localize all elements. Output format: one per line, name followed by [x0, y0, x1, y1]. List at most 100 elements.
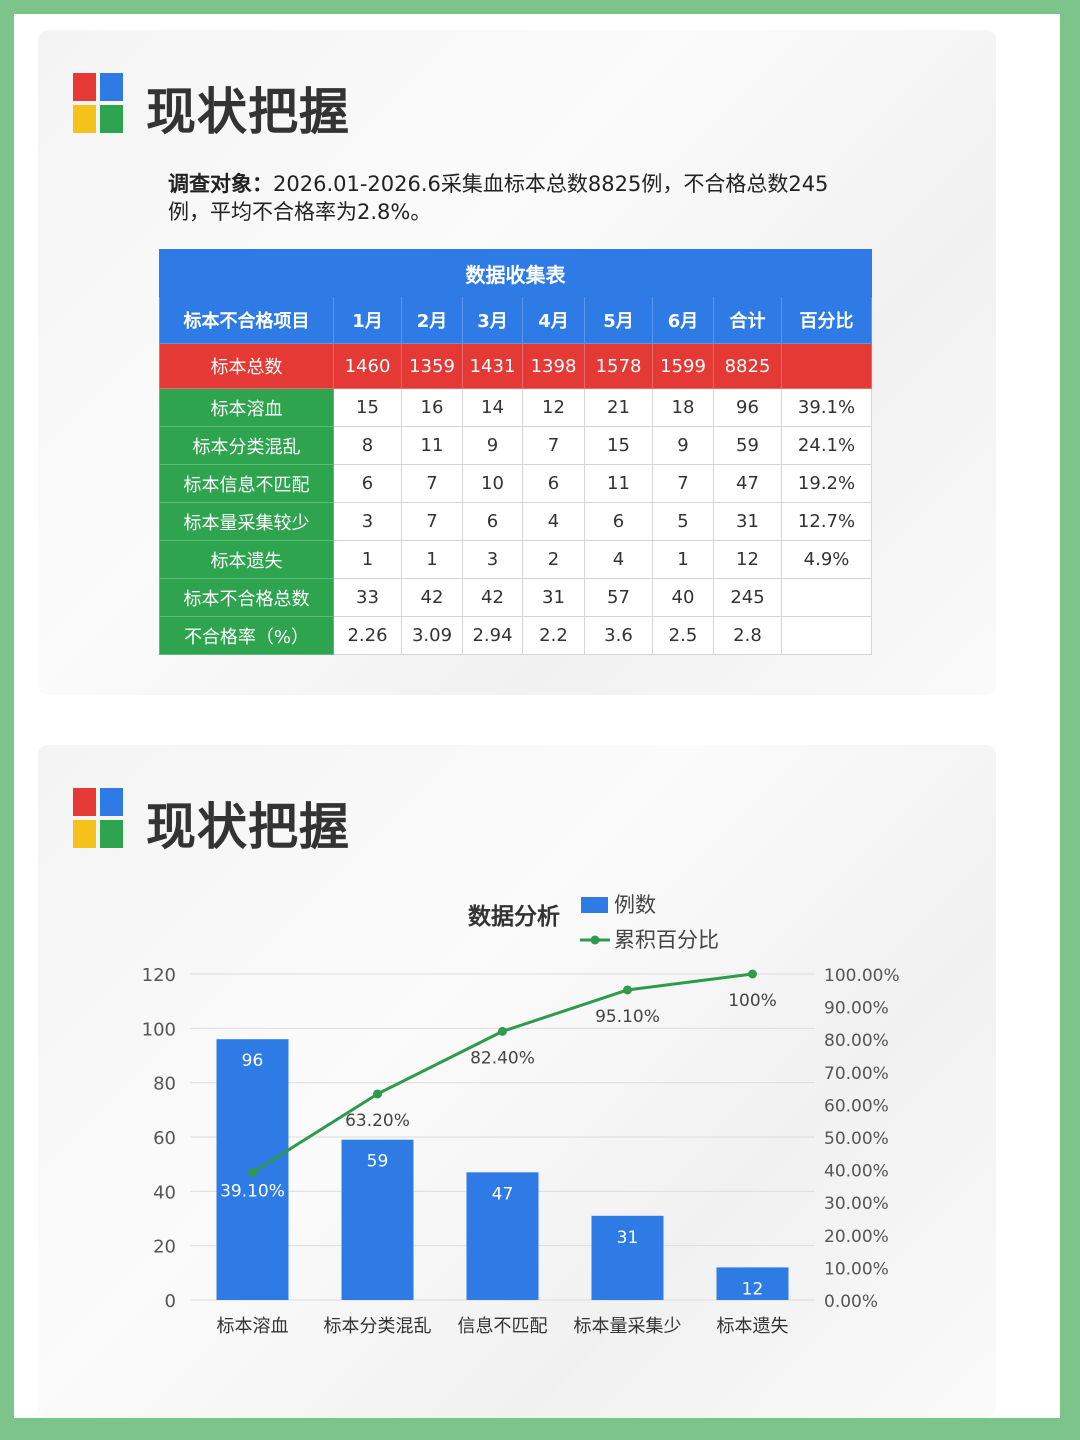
legend-line-marker [590, 935, 600, 945]
line-data-label: 82.40% [470, 1048, 535, 1068]
table-cell: 4 [522, 502, 585, 541]
y-tick-label: 0 [165, 1291, 176, 1312]
y2-tick-label: 10.00% [824, 1259, 889, 1279]
table-cell: 12 [713, 540, 782, 579]
table-cell: 11 [584, 464, 653, 503]
y-tick-label: 80 [153, 1074, 176, 1095]
table-cell: 31 [522, 578, 585, 617]
table-cell: 2.94 [462, 616, 523, 655]
table-row: 标本信息不匹配 6 7 10 6 11 7 47 19.2% [159, 464, 873, 503]
table-cell: 2.2 [522, 616, 585, 655]
table-cell: 42 [401, 578, 463, 617]
table-cell: 1398 [522, 343, 585, 389]
table-cell [780, 343, 873, 389]
table-cell: 3.6 [584, 616, 653, 655]
table-cell: 1578 [584, 343, 653, 389]
table-cell [780, 578, 873, 617]
table-cell: 21 [584, 388, 653, 427]
table-cell: 3 [333, 502, 402, 541]
table-cell: 12.7% [780, 502, 873, 541]
line-data-label: 95.10% [595, 1007, 660, 1027]
table-row-label: 标本量采集较少 [159, 502, 334, 541]
legend-bar-swatch [581, 897, 608, 913]
table-header-cell: 1月 [333, 296, 402, 344]
table-cell: 12 [522, 388, 585, 427]
table-cell: 1460 [333, 343, 402, 389]
bar [341, 1139, 414, 1300]
line-data-label: 39.10% [220, 1182, 285, 1202]
table-cell: 8825 [713, 343, 782, 389]
table-cell: 9 [462, 426, 523, 465]
chart-title: 数据分析 [468, 904, 560, 930]
survey-label: 调查对象： [168, 172, 273, 196]
table-cell: 5 [652, 502, 714, 541]
y2-tick-label: 30.00% [824, 1194, 889, 1214]
bar-data-label: 59 [367, 1152, 389, 1172]
bar-data-label: 12 [742, 1279, 764, 1299]
table-cell: 4.9% [780, 540, 873, 579]
table-cell: 245 [713, 578, 782, 617]
table-cell: 24.1% [780, 426, 873, 465]
table-cell [780, 616, 873, 655]
bar-data-label: 47 [492, 1184, 514, 1204]
table-header-cell: 6月 [652, 296, 714, 344]
table-cell: 1 [652, 540, 714, 579]
table-row-label: 标本遗失 [159, 540, 334, 579]
line-data-label: 100% [728, 991, 777, 1011]
table-cell: 31 [713, 502, 782, 541]
y2-tick-label: 20.00% [824, 1227, 889, 1247]
section-2-logo [73, 788, 125, 850]
x-tick-label: 标本溶血 [217, 1316, 289, 1337]
data-collection-table: 数据收集表 标本不合格项目 1月 2月 3月 4月 5月 6月 合计 百分比 标本总数 1460 135… [158, 249, 873, 655]
table-cell: 1599 [652, 343, 714, 389]
table-cell: 7 [401, 502, 463, 541]
line-data-label: 63.20% [345, 1111, 410, 1131]
table-cell: 11 [401, 426, 463, 465]
table-cell: 96 [713, 388, 782, 427]
legend-line-label: 累积百分比 [614, 928, 719, 952]
y2-tick-label: 90.00% [824, 999, 889, 1019]
legend-bar-label: 例数 [614, 893, 656, 917]
table-title-row: 数据收集表 [158, 249, 873, 297]
y2-tick-label: 80.00% [824, 1031, 889, 1051]
section-1-logo [73, 73, 125, 135]
y-tick-label: 40 [153, 1182, 176, 1203]
line-point [498, 1026, 507, 1036]
table-cell: 10 [462, 464, 523, 503]
table-cell: 15 [584, 426, 653, 465]
y-tick-label: 20 [153, 1237, 176, 1258]
y2-tick-label: 40.00% [824, 1162, 889, 1182]
section-2-heading: 现状把握 [146, 798, 350, 856]
survey-text: 2026.01-2026.6采集血标本总数8825例，不合格总数245例，平均不… [168, 172, 829, 224]
table-header-cell: 百分比 [780, 296, 873, 344]
table-cell: 2.5 [652, 616, 714, 655]
table-cell: 3 [462, 540, 523, 579]
table-row: 标本不合格总数 33 42 42 31 57 40 245 [159, 578, 873, 617]
table-cell: 8 [333, 426, 402, 465]
bar-data-label: 96 [242, 1051, 264, 1071]
table-header-cell: 3月 [462, 296, 523, 344]
table-row-label: 标本不合格总数 [159, 578, 334, 617]
bar [466, 1172, 539, 1300]
line-point [748, 969, 757, 979]
table-cell: 2 [522, 540, 585, 579]
line-point [623, 985, 632, 995]
table-cell: 9 [652, 426, 714, 465]
table-cell: 40 [652, 578, 714, 617]
table-cell: 16 [401, 388, 463, 427]
table-row-label: 不合格率（%） [159, 616, 334, 655]
table-cell: 7 [652, 464, 714, 503]
section-2-panel [38, 745, 996, 1418]
table-cell: 39.1% [780, 388, 873, 427]
y2-tick-label: 0.00% [824, 1292, 878, 1312]
table-cell: 1431 [462, 343, 523, 389]
table-cell: 2.8 [713, 616, 782, 655]
x-tick-label: 标本遗失 [717, 1316, 789, 1337]
table-cell: 6 [584, 502, 653, 541]
table-row: 标本遗失 1 1 3 2 4 1 12 4.9% [159, 540, 873, 579]
y2-tick-label: 70.00% [824, 1064, 889, 1084]
survey-description: 调查对象：2026.01-2026.6采集血标本总数8825例，不合格总数245… [168, 170, 868, 226]
table-cell: 1 [401, 540, 463, 579]
table-row: 标本量采集较少 3 7 6 4 6 5 31 12.7% [159, 502, 873, 541]
